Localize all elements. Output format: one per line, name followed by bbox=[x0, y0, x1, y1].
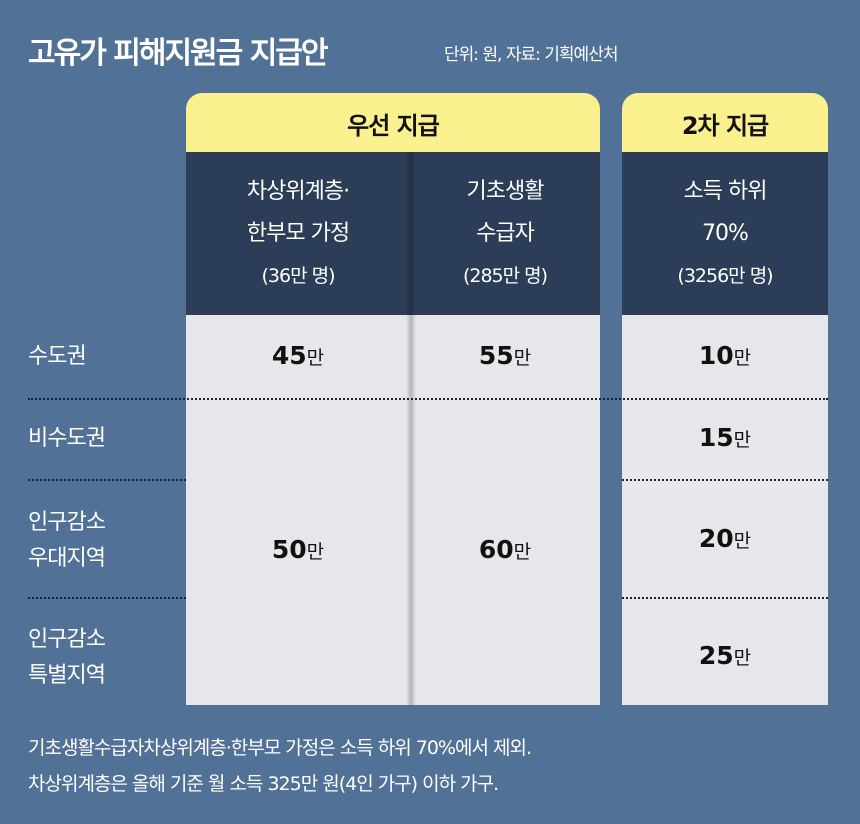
value-income-capital: 10만 bbox=[622, 341, 828, 370]
row-divider bbox=[622, 597, 828, 599]
value-income-preferred: 20만 bbox=[622, 524, 828, 553]
value-unit: 만 bbox=[513, 347, 532, 369]
footnote: 기초생활수급자차상위계층·한부모 가정은 소득 하위 70%에서 제외. bbox=[28, 737, 532, 759]
value-near-poor-others: 50만 bbox=[186, 535, 410, 564]
value-income-special: 25만 bbox=[622, 641, 828, 670]
group-header-first-payment: 우선 지급 bbox=[186, 93, 600, 153]
value-income-non-capital: 15만 bbox=[622, 423, 828, 452]
row-label-capital-area: 수도권 bbox=[28, 339, 87, 375]
column-divider-shadow bbox=[406, 152, 416, 705]
value-number: 45 bbox=[271, 341, 307, 370]
value-basic-others: 60만 bbox=[410, 535, 600, 564]
column-header-basic-livelihood: 기초생활 수급자 (285만 명) bbox=[410, 152, 600, 315]
column-header-income-bottom-70: 소득 하위 70% (3256만 명) bbox=[622, 152, 828, 315]
value-unit: 만 bbox=[733, 647, 752, 669]
column-header-near-poor: 차상위계층· 한부모 가정 (36만 명) bbox=[186, 152, 410, 315]
row-label-non-capital: 비수도권 bbox=[28, 421, 106, 457]
group-header-second-payment: 2차 지급 bbox=[622, 93, 828, 153]
value-unit: 만 bbox=[733, 347, 752, 369]
value-unit: 만 bbox=[733, 530, 752, 552]
row-label-line: 인구감소 bbox=[28, 510, 106, 535]
column-header-count: (3256만 명) bbox=[677, 264, 773, 287]
unit-source-note: 단위: 원, 자료: 기획예산처 bbox=[444, 45, 618, 65]
row-label-line: 인구감소 bbox=[28, 627, 106, 652]
row-label-line: 비수도권 bbox=[28, 426, 106, 451]
column-body-near-poor bbox=[186, 315, 410, 705]
value-near-poor-capital: 45만 bbox=[186, 341, 410, 370]
row-label-line: 수도권 bbox=[28, 344, 87, 369]
column-body-income-bottom-70 bbox=[622, 315, 828, 705]
footnote: 차상위계층은 올해 기준 월 소득 325만 원(4인 가구) 이하 가구. bbox=[28, 773, 499, 795]
column-header-line: 70% bbox=[702, 220, 749, 246]
value-unit: 만 bbox=[513, 541, 532, 563]
column-header-count: (36만 명) bbox=[261, 264, 335, 287]
value-number: 10 bbox=[698, 341, 734, 370]
column-header-line: 수급자 bbox=[476, 220, 535, 246]
row-divider bbox=[28, 398, 828, 400]
row-label-line: 특별지역 bbox=[28, 663, 106, 688]
row-label-line: 우대지역 bbox=[28, 546, 106, 571]
column-header-count: (285만 명) bbox=[462, 264, 548, 287]
value-basic-capital: 55만 bbox=[410, 341, 600, 370]
value-unit: 만 bbox=[306, 347, 325, 369]
column-header-line: 기초생활 bbox=[466, 178, 545, 204]
value-number: 15 bbox=[698, 423, 734, 452]
column-header-line: 한부모 가정 bbox=[246, 220, 350, 246]
value-unit: 만 bbox=[733, 429, 752, 451]
row-divider bbox=[28, 479, 186, 481]
value-number: 55 bbox=[478, 341, 514, 370]
value-number: 50 bbox=[271, 535, 307, 564]
row-divider bbox=[28, 597, 186, 599]
value-unit: 만 bbox=[306, 541, 325, 563]
value-number: 20 bbox=[698, 524, 734, 553]
column-body-basic-livelihood bbox=[410, 315, 600, 705]
column-header-line: 차상위계층· bbox=[246, 178, 350, 204]
page-title: 고유가 피해지원금 지급안 bbox=[28, 36, 328, 71]
value-number: 60 bbox=[478, 535, 514, 564]
row-divider bbox=[622, 479, 828, 481]
value-number: 25 bbox=[698, 641, 734, 670]
column-header-line: 소득 하위 bbox=[683, 178, 768, 204]
